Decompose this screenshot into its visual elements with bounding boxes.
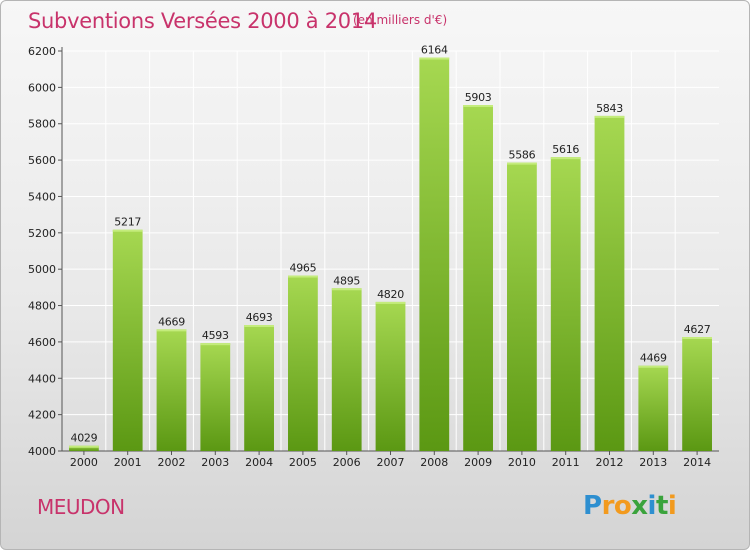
bar-2010 — [507, 162, 537, 452]
bar-2006 — [331, 288, 362, 451]
data-label: 4669 — [158, 315, 185, 328]
bar-2001 — [112, 229, 143, 451]
data-label: 4593 — [202, 329, 229, 342]
bar-2014 — [682, 337, 712, 451]
x-tick-label: 2007 — [377, 456, 405, 469]
logo-letter: x — [631, 491, 648, 521]
bar-2003 — [200, 343, 231, 451]
x-tick-label: 2000 — [70, 456, 98, 469]
bar-top-highlight — [638, 365, 669, 368]
bar-top-highlight — [375, 301, 406, 304]
x-tick-label: 2012 — [596, 456, 624, 469]
y-tick-label: 4600 — [28, 336, 56, 349]
bar-2004 — [244, 325, 274, 451]
bar-top-highlight — [244, 325, 274, 327]
data-labels: 4029 5217 4669 4593 4693 4965 4895 4820 6164 5903… — [71, 44, 712, 445]
data-label: 6164 — [421, 44, 448, 57]
logo-letter: P — [583, 491, 602, 521]
x-tick-label: 2003 — [201, 456, 229, 469]
data-label: 5903 — [465, 91, 492, 104]
bar-top-highlight — [69, 445, 99, 448]
bar-top-highlight — [156, 329, 187, 332]
data-label: 5843 — [596, 102, 623, 115]
y-tick-label: 4000 — [28, 445, 56, 458]
y-tick-label: 6200 — [28, 45, 56, 58]
x-tick-label: 2008 — [420, 456, 448, 469]
x-tick-label: 2009 — [464, 456, 492, 469]
x-tick-label: 2011 — [552, 456, 580, 469]
bars — [69, 57, 712, 452]
x-tick-label: 2010 — [508, 456, 536, 469]
logo-letter: i — [667, 491, 677, 521]
x-tick-label: 2004 — [245, 456, 273, 469]
y-tick-label: 5800 — [28, 118, 56, 131]
bar-top-highlight — [200, 343, 231, 346]
bar-top-highlight — [419, 57, 450, 60]
x-tick-label: 2002 — [158, 456, 186, 469]
bar-2009 — [463, 105, 493, 451]
y-tick-label: 4200 — [28, 409, 56, 422]
x-tick-label: 2014 — [683, 456, 711, 469]
data-label: 5586 — [509, 149, 536, 162]
x-tick-label: 2005 — [289, 456, 317, 469]
bar-top-highlight — [507, 162, 537, 165]
bar-top-highlight — [112, 229, 143, 232]
data-label: 5616 — [552, 143, 579, 156]
data-label: 4469 — [640, 352, 667, 365]
y-tick-label: 5400 — [28, 190, 56, 203]
bar-2005 — [288, 275, 318, 451]
bar-top-highlight — [331, 288, 362, 291]
data-label: 4627 — [684, 323, 711, 336]
logo-letter: t — [655, 491, 668, 521]
data-label: 4029 — [71, 432, 98, 445]
data-label: 4895 — [333, 274, 360, 287]
bar-2002 — [156, 329, 187, 451]
proxiti-logo: Proxiti — [583, 491, 677, 521]
y-tick-label: 5200 — [28, 227, 56, 240]
chart-subtitle: (en milliers d'€) — [353, 13, 448, 27]
bar-2007 — [375, 301, 406, 451]
logo-letter: i — [647, 491, 657, 521]
bar-2000 — [69, 445, 99, 451]
data-label: 4965 — [290, 262, 317, 275]
data-label: 5217 — [114, 216, 141, 229]
y-tick-label: 6000 — [28, 81, 56, 94]
bar-top-highlight — [550, 157, 581, 160]
chart-title: Subventions Versées 2000 à 2014 — [28, 9, 377, 33]
bar-2013 — [638, 365, 669, 451]
bar-top-highlight — [288, 275, 318, 278]
data-label: 4820 — [377, 288, 404, 301]
y-tick-label: 4800 — [28, 300, 56, 313]
y-tick-label: 5600 — [28, 154, 56, 167]
logo-letter: r — [601, 491, 615, 521]
data-label: 4693 — [246, 311, 273, 324]
x-tick-label: 2006 — [333, 456, 361, 469]
bar-top-highlight — [594, 115, 625, 118]
x-tick-label: 2001 — [114, 456, 142, 469]
x-tick-label: 2013 — [639, 456, 667, 469]
y-tick-label: 4400 — [28, 372, 56, 385]
bar-2008 — [419, 57, 450, 451]
commune-name: MEUDON — [37, 495, 125, 519]
y-tick-label: 5000 — [28, 263, 56, 276]
bar-top-highlight — [463, 105, 493, 107]
bar-2012 — [594, 115, 625, 451]
logo-letter: o — [613, 491, 632, 521]
bar-top-highlight — [682, 337, 712, 339]
bar-2011 — [550, 157, 581, 451]
